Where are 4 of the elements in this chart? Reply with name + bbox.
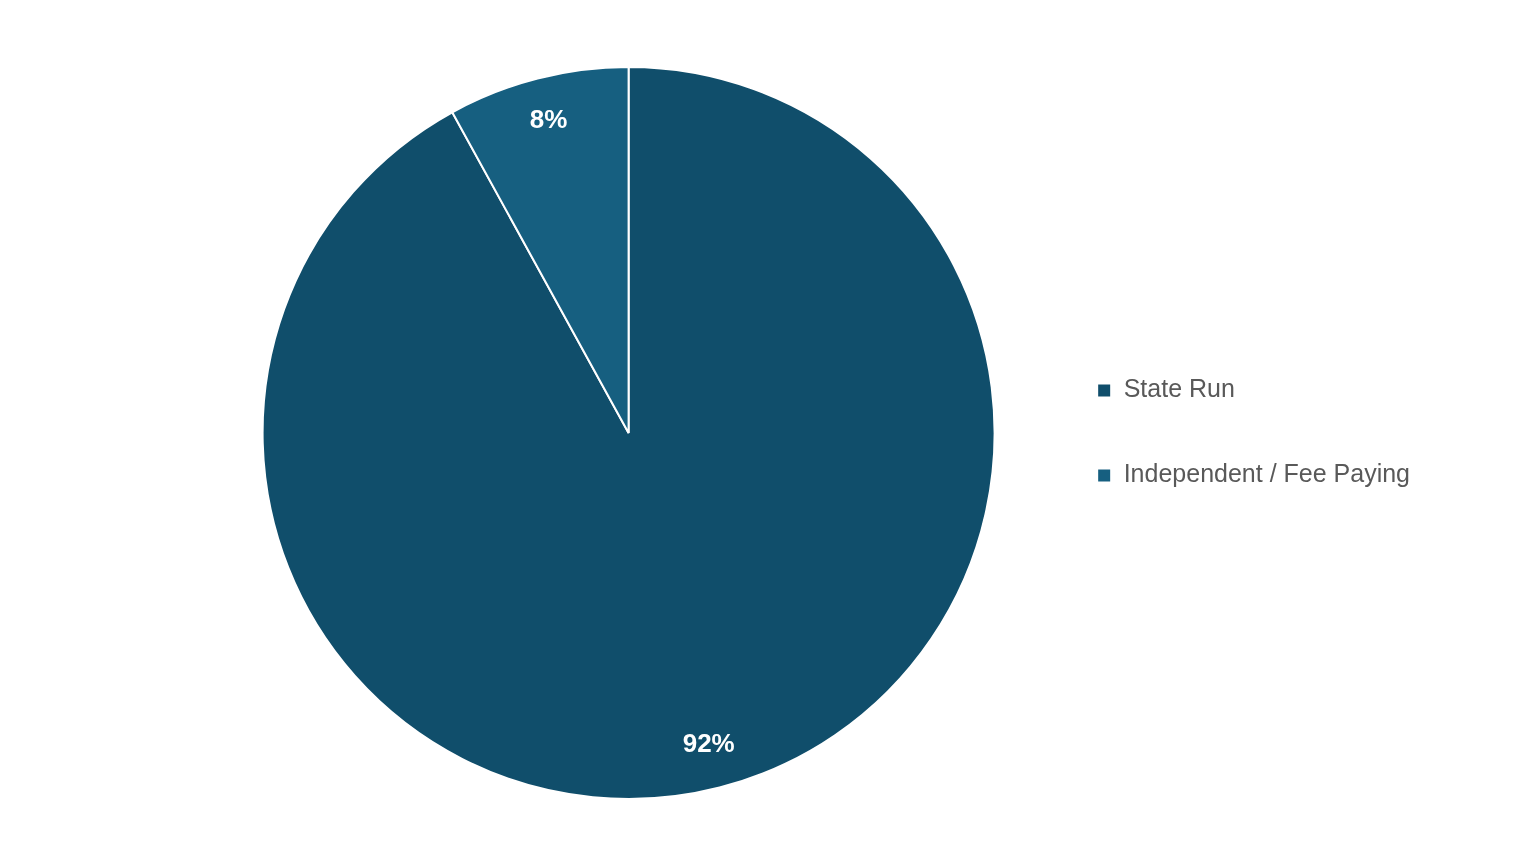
legend-label: State Run	[1123, 374, 1235, 403]
data-label: 8%	[529, 104, 568, 135]
data-label: 92%	[682, 728, 735, 759]
legend-label: Independent / Fee Paying	[1123, 459, 1410, 488]
